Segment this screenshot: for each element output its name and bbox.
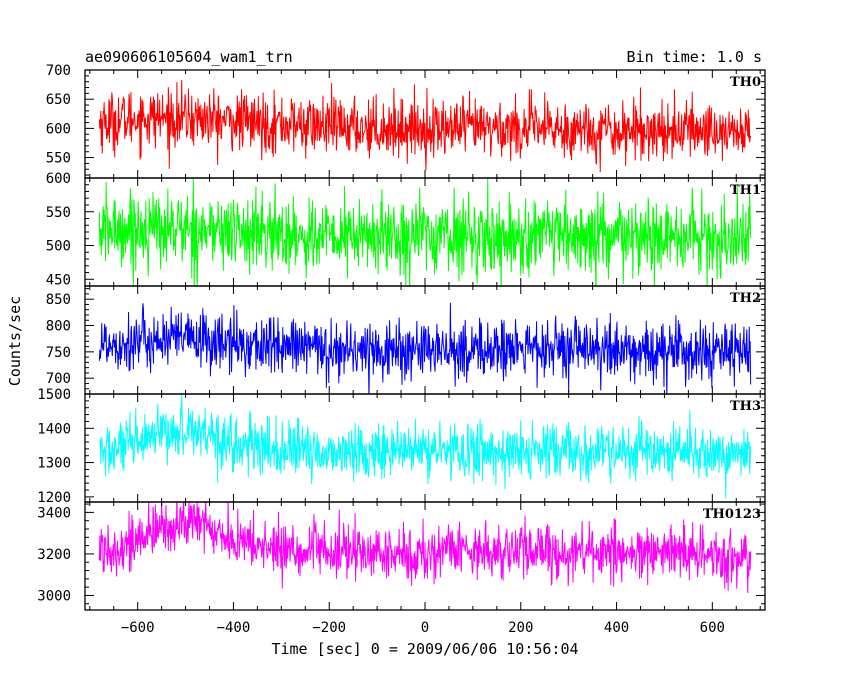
y-tick-label: 600	[46, 121, 71, 137]
y-tick-label: 600	[46, 171, 71, 187]
y-tick-label: 700	[46, 63, 71, 79]
y-tick-label: 1200	[37, 490, 71, 506]
x-tick-label: −200	[312, 620, 346, 636]
series-line-th1	[98, 178, 752, 286]
y-tick-label: 650	[46, 92, 71, 108]
panel-label-th0123: TH0123	[703, 507, 761, 522]
y-tick-label: 3200	[37, 547, 71, 563]
panel-label-th2: TH2	[730, 291, 761, 306]
x-tick-label: 0	[421, 620, 429, 636]
panels: 550 600 650 700 TH0 450 500 550 600 TH1 700 750 800 8…	[37, 63, 766, 611]
panel-label-th3: TH3	[730, 399, 761, 414]
y-tick-label: 700	[46, 371, 71, 387]
x-tick-label: 600	[700, 620, 725, 636]
x-tick-label: 200	[508, 620, 533, 636]
x-tick-label: 400	[604, 620, 629, 636]
panel-th0: 550 600 650 700 TH0	[46, 63, 766, 179]
bin-time-label: Bin time: 1.0 s	[627, 48, 762, 66]
series-line-th0	[98, 80, 752, 173]
y-tick-label: 3400	[37, 505, 71, 521]
y-tick-label: 1300	[37, 456, 71, 472]
series-line-th2	[98, 302, 752, 394]
y-tick-label: 1400	[37, 421, 71, 437]
panel-th0123: 3000 3200 3400 TH0123	[37, 501, 766, 611]
y-tick-label: 1500	[37, 387, 71, 403]
panel-frame	[84, 177, 766, 287]
x-axis-label: Time [sec] 0 = 2009/06/06 10:56:04	[271, 640, 578, 658]
series-line-th0123	[98, 502, 752, 593]
y-tick-label: 850	[46, 292, 71, 308]
x-axis: −600 −400 −200 0 200 400 600	[121, 620, 725, 636]
y-axis-label: Counts/sec	[6, 296, 24, 386]
y-tick-label: 750	[46, 345, 71, 361]
panel-label-th1: TH1	[730, 183, 761, 198]
y-tick-label: 450	[46, 272, 71, 288]
panel-label-th0: TH0	[730, 75, 761, 90]
series-line-th3	[99, 394, 752, 499]
y-tick-label: 3000	[37, 588, 71, 604]
y-tick-label: 500	[46, 239, 71, 255]
x-tick-label: −400	[217, 620, 251, 636]
x-tick-label: −600	[121, 620, 155, 636]
y-tick-label: 550	[46, 205, 71, 221]
y-tick-label: 800	[46, 319, 71, 335]
panel-th3: 1200 1300 1400 1500 TH3	[37, 387, 766, 506]
panel-th2: 700 750 800 850 TH2	[46, 285, 766, 395]
panel-th1: 450 500 550 600 TH1	[46, 171, 766, 288]
y-tick-label: 550	[46, 151, 71, 167]
chart-title: ae090606105604_wam1_trn	[85, 48, 293, 66]
